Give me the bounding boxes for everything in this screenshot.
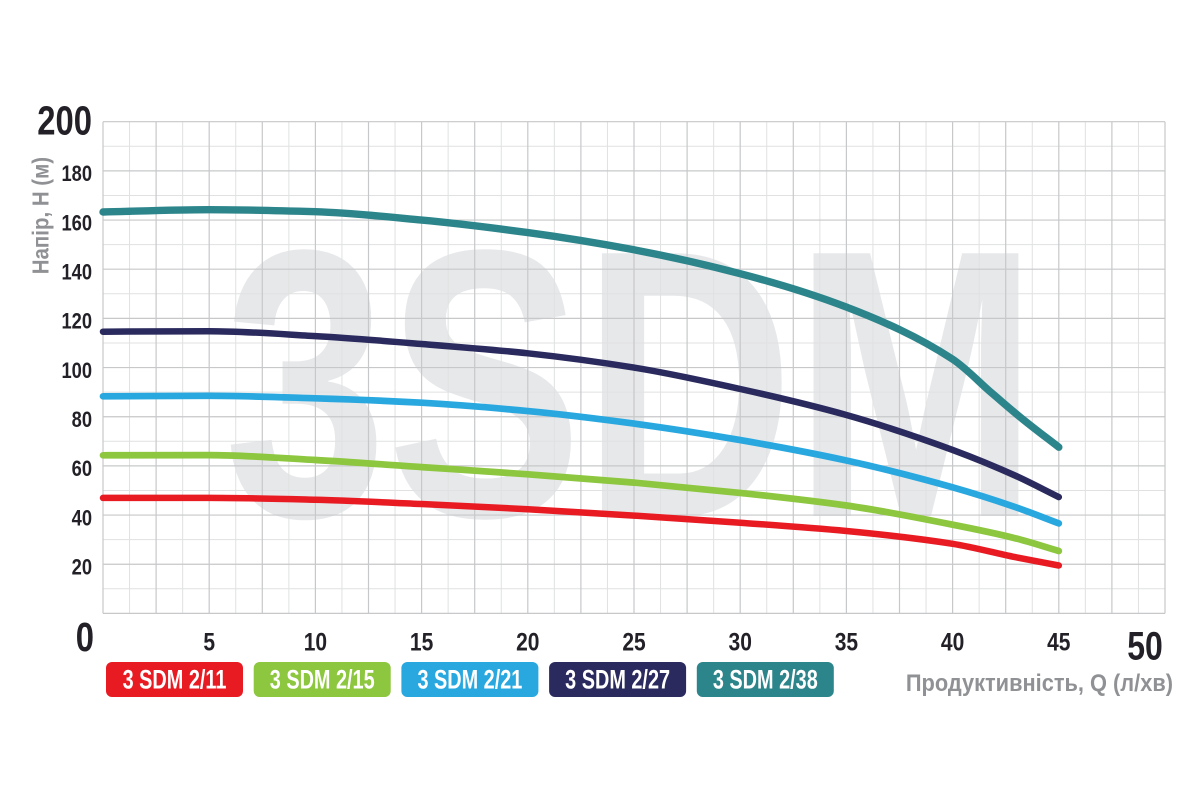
svg-text:45: 45: [1047, 628, 1070, 656]
svg-text:35: 35: [835, 628, 858, 656]
svg-text:5: 5: [203, 628, 215, 656]
svg-text:100: 100: [61, 359, 92, 383]
svg-text:50: 50: [1127, 623, 1163, 668]
svg-text:Продуктивність, Q (л/хв): Продуктивність, Q (л/хв): [906, 669, 1173, 696]
svg-text:60: 60: [72, 458, 92, 482]
svg-text:3SDM: 3SDM: [224, 172, 1038, 598]
svg-text:25: 25: [622, 628, 645, 656]
svg-text:140: 140: [61, 261, 92, 285]
svg-text:80: 80: [72, 409, 92, 433]
svg-text:120: 120: [61, 310, 92, 334]
svg-text:40: 40: [72, 507, 92, 531]
svg-text:3 SDM 2/11: 3 SDM 2/11: [123, 665, 227, 694]
svg-text:180: 180: [61, 163, 92, 187]
svg-text:40: 40: [941, 628, 964, 656]
svg-text:30: 30: [729, 628, 752, 656]
svg-text:0: 0: [76, 614, 94, 660]
svg-text:3 SDM 2/21: 3 SDM 2/21: [417, 665, 522, 694]
svg-text:10: 10: [304, 628, 327, 656]
svg-text:20: 20: [516, 628, 539, 656]
svg-text:200: 200: [37, 97, 92, 143]
svg-text:Напір, H (м): Напір, H (м): [27, 157, 53, 274]
svg-text:20: 20: [72, 556, 92, 580]
svg-text:15: 15: [410, 628, 433, 656]
svg-text:3 SDM 2/27: 3 SDM 2/27: [565, 665, 670, 694]
svg-text:3 SDM 2/38: 3 SDM 2/38: [713, 665, 818, 694]
svg-text:160: 160: [61, 212, 92, 236]
svg-text:3 SDM 2/15: 3 SDM 2/15: [270, 665, 375, 694]
